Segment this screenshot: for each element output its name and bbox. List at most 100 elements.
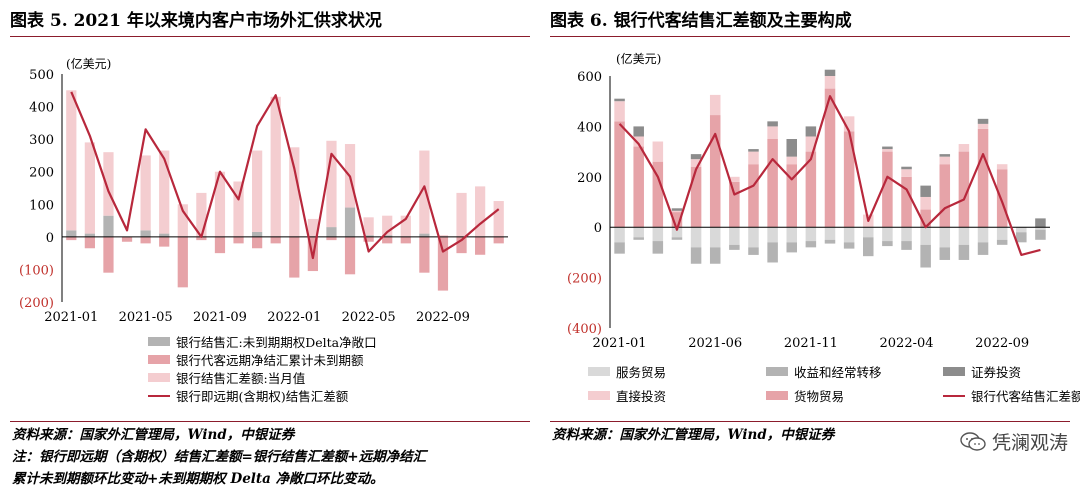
right-legend-item: 服务贸易 (588, 362, 666, 381)
right-y-tick-label: (400) (567, 322, 602, 337)
right-bar-segment (767, 121, 778, 127)
right-bar-segment (920, 185, 931, 197)
left-source-note: 资料来源：国家外汇管理局，Wind，中银证券 (12, 427, 295, 443)
left-bar-segment (363, 235, 374, 237)
right-bar-segment (901, 176, 912, 228)
right-bar-segment (748, 149, 759, 152)
left-bar-segment (363, 217, 374, 236)
right-bar-segment (671, 237, 683, 240)
right-source-note: 资料来源：国家外汇管理局，Wind，中银证券 (552, 427, 835, 443)
right-legend-item: 货物贸易 (766, 386, 844, 405)
left-bar-segment (344, 236, 356, 275)
right-bar-segment (1016, 227, 1027, 233)
right-bar-segment (977, 242, 989, 255)
wechat-icon (960, 431, 986, 452)
right-bar-segment (882, 241, 893, 247)
left-bar-segment (382, 235, 393, 237)
left-bar-segment (437, 235, 449, 237)
right-bar-segment (920, 244, 931, 268)
right-bar-segment (958, 227, 970, 245)
left-bar-segment (326, 140, 337, 228)
right-x-tick-label: 2021-01 (593, 336, 647, 351)
right-bar-segment (671, 208, 683, 211)
right-y-tick-label: 200 (577, 171, 602, 186)
right-bar-segment (690, 227, 702, 248)
right-bar-segment (939, 154, 951, 157)
right-bar-segment (614, 227, 625, 243)
right-bar-segment (824, 69, 836, 76)
right-legend-swatch (766, 391, 788, 400)
left-bar-segment (363, 236, 374, 242)
left-bar-segment (103, 152, 114, 216)
right-bar-segment (843, 227, 855, 243)
left-x-tick-label: 2021-05 (119, 310, 173, 325)
right-legend-swatch (588, 391, 610, 400)
right-bar-segment (824, 239, 836, 244)
right-bar-segment (709, 247, 721, 264)
right-bar-segment (805, 126, 817, 137)
left-bar-segment (177, 236, 188, 288)
right-bar-segment (729, 227, 740, 245)
right-bar-segment (652, 141, 664, 162)
right-bar-segment (709, 94, 721, 116)
right-bar-segment (671, 210, 683, 213)
right-legend-swatch (766, 367, 788, 376)
right-bar-segment (767, 126, 778, 139)
right-unit-label: (亿美元) (616, 51, 661, 66)
right-figure-title: 图表 6. 银行代客结售汇差额及主要构成 (550, 11, 852, 31)
right-bar-segment (614, 121, 625, 228)
right-legend-swatch (943, 367, 965, 376)
right-bar-segment (748, 151, 759, 165)
right-legend-swatch (588, 367, 610, 376)
left-bar-segment (400, 215, 411, 237)
right-bar-segment (614, 98, 625, 102)
right-bar-segment (690, 247, 702, 264)
right-bar-segment (901, 169, 912, 177)
left-footnote-line2: 累计未到期额环比变动+未到期期权 Delta 净敞口环比变动。 (12, 471, 384, 487)
left-y-tick-label: 100 (29, 198, 54, 213)
left-bar-segment (475, 186, 486, 237)
left-bar-segment (307, 218, 318, 237)
left-bar-segment (493, 236, 504, 244)
right-bar-segment (1035, 227, 1046, 230)
right-bar-segment (786, 139, 797, 157)
right-y-tick-label: 600 (577, 70, 602, 85)
right-bar-segment (996, 239, 1008, 245)
right-bar-segment (786, 227, 797, 243)
left-line-series (70, 91, 500, 260)
left-bar-segment (475, 236, 486, 255)
right-bar-segment (671, 227, 683, 238)
left-legend-item: 银行即远期(含期权)结售汇差额 (148, 386, 348, 405)
left-bar-segment (214, 236, 226, 254)
left-bar-segment (159, 236, 170, 247)
right-bar-segment (767, 242, 778, 263)
right-bar-segment (786, 242, 797, 253)
right-bar-segment (690, 159, 702, 167)
left-bar-segment (103, 236, 114, 273)
right-bar-segment (805, 136, 817, 152)
left-legend-label: 银行结售汇:未到期期权Delta净敞口 (176, 335, 377, 350)
right-bar-segment (671, 212, 683, 228)
left-bar-segment (177, 204, 188, 237)
right-bar-segment (690, 166, 702, 228)
left-bar-segment (233, 236, 244, 244)
right-bar-segment (690, 154, 702, 160)
left-figure-title: 图表 5. 2021 年以来境内客户市场外汇供求状况 (10, 11, 382, 31)
left-x-tick-label: 2021-09 (193, 310, 247, 325)
left-legend-swatch (148, 355, 170, 364)
right-legend-label: 服务贸易 (616, 365, 667, 380)
left-bar-segment (419, 150, 430, 234)
left-y-tick-label: 400 (29, 101, 54, 116)
left-unit-label: (亿美元) (66, 56, 111, 71)
right-bar-segment (614, 242, 625, 254)
right-bar-segment (939, 164, 951, 228)
right-legend-swatch (943, 394, 965, 397)
right-legend-item: 银行代客结售汇差额 (943, 386, 1080, 405)
left-legend-swatch (148, 373, 170, 382)
left-figure-panel: 图表 5. 2021 年以来境内客户市场外汇供求状况 500 400 300 200 1… (10, 11, 530, 487)
left-legend-swatch (148, 394, 170, 397)
right-bar-segment (882, 151, 893, 228)
left-y-tick-label: 500 (29, 68, 54, 83)
right-bar-segment (614, 101, 625, 122)
right-bar-segment (920, 227, 931, 245)
